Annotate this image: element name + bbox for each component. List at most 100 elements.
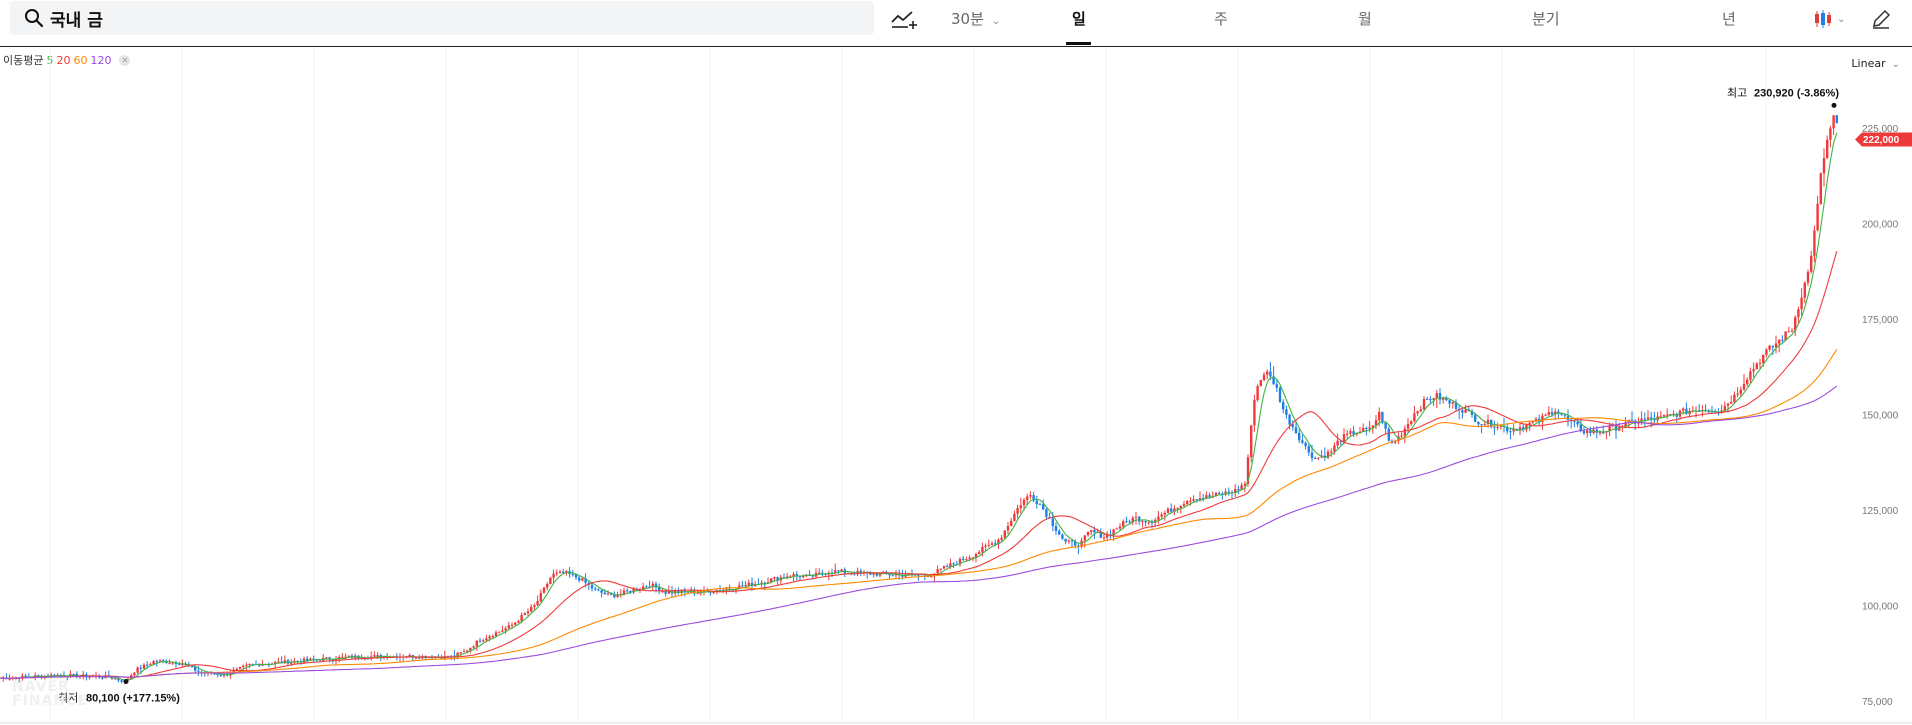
candle-body (750, 582, 754, 587)
candle-body (1528, 422, 1531, 425)
candle-body (88, 676, 91, 678)
candle-body (574, 574, 578, 578)
tab-year[interactable]: 년 (1722, 10, 1736, 28)
candle-body (235, 668, 238, 671)
candle-body (1522, 427, 1525, 430)
candle-body (1256, 386, 1259, 401)
candle-body (1250, 425, 1253, 458)
candle-body (1166, 508, 1170, 513)
candle-body (213, 673, 216, 675)
candle-body (821, 572, 824, 574)
candle-body (1784, 331, 1787, 341)
tab-quarter[interactable]: 분기 (1532, 10, 1560, 28)
candle-body (1774, 343, 1778, 348)
tab-month[interactable]: 월 (1358, 10, 1372, 28)
candle-body (114, 678, 117, 680)
candle-body (1435, 393, 1438, 399)
candle-body (1454, 402, 1458, 409)
candle-body (987, 544, 990, 546)
candle-body (722, 589, 725, 591)
candle-body (376, 655, 379, 657)
candle-body (1038, 504, 1042, 506)
candle-body (562, 571, 565, 574)
candle-body (1650, 417, 1653, 419)
candle-body (1646, 417, 1650, 420)
candle-body (1746, 379, 1749, 385)
candle-body (498, 631, 501, 633)
candle-body (178, 664, 181, 666)
candle-body (526, 611, 530, 614)
candle-body (1128, 521, 1131, 523)
candle-body (1394, 441, 1397, 443)
candle-body (1400, 435, 1403, 437)
candle-body (658, 587, 661, 592)
interval-dropdown[interactable]: 30분 ⌄ (951, 8, 1000, 29)
low-label-prefix: 최저 (58, 692, 78, 705)
search-bar[interactable]: 국내 금 (10, 1, 874, 35)
candle-body (1083, 535, 1086, 541)
indicator-add-button[interactable] (890, 6, 918, 32)
candle-body (418, 657, 421, 659)
candle-body (475, 640, 478, 647)
candle-body (1608, 426, 1611, 432)
candle-body (795, 574, 798, 576)
candle-body (277, 661, 280, 663)
candle-body (1586, 430, 1589, 434)
candle-body (1598, 432, 1602, 434)
candle-body (1243, 483, 1246, 486)
current-price-label: 222,000 (1863, 135, 1900, 146)
candlestick-icon (1815, 10, 1831, 28)
candle-body (725, 588, 728, 590)
candle-body (1336, 440, 1339, 446)
candle-body (450, 655, 453, 658)
candle-body (597, 589, 600, 591)
candle-body (1381, 411, 1384, 423)
candle-body (1669, 414, 1672, 416)
chart-type-dropdown[interactable]: ⌄ (1812, 6, 1845, 32)
candle-body (504, 628, 507, 631)
candle-body (219, 675, 222, 677)
candle-body (555, 572, 558, 574)
candle-body (626, 590, 629, 592)
price-chart[interactable]: 75,000 100,000 125,000 150,000 175,000 200,00… (0, 47, 1912, 725)
candle-body (1362, 427, 1365, 432)
drawing-tool-button[interactable] (1870, 6, 1892, 32)
candle-body (1259, 379, 1262, 387)
candle-body (610, 593, 613, 595)
candle-body (1022, 499, 1026, 506)
candle-body (1179, 505, 1182, 509)
candle-body (1272, 376, 1275, 385)
candle-body (373, 655, 376, 657)
scale-dropdown[interactable]: Linear ⌄ (1851, 57, 1900, 70)
candle-body (1384, 422, 1387, 429)
tab-day[interactable]: 일 (1072, 10, 1086, 28)
candle-body (1829, 128, 1832, 140)
legend-close-icon[interactable]: ✕ (119, 54, 131, 66)
candle-body (290, 662, 293, 664)
candle-body (309, 658, 312, 661)
chevron-down-icon: ⌄ (991, 16, 1001, 27)
candle-body (1240, 485, 1243, 490)
candle-body (696, 592, 699, 594)
candle-body (1365, 427, 1368, 429)
candle-body (1013, 513, 1016, 521)
candle-body (1618, 427, 1621, 431)
candle-body (1470, 411, 1474, 415)
candle-body (590, 584, 594, 589)
candle-body (1803, 282, 1806, 298)
candle-body (1659, 416, 1662, 418)
candle-body (1624, 422, 1627, 427)
candle-body (1826, 139, 1829, 159)
candle-body (558, 571, 562, 573)
candle-body (1726, 403, 1730, 406)
candle-body (840, 569, 843, 572)
candle-body (1352, 431, 1355, 435)
tab-week[interactable]: 주 (1214, 10, 1228, 28)
candle-body (1397, 436, 1400, 442)
candle-body (1090, 530, 1093, 532)
candle-body (546, 583, 549, 588)
candle-body (1205, 495, 1208, 499)
y-tick-label: 75,000 (1862, 697, 1893, 708)
candle-body (158, 660, 162, 662)
candle-body (414, 657, 418, 659)
